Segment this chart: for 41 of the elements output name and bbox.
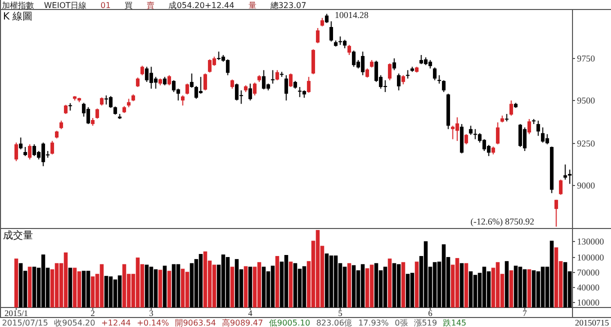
text: 高9089.47 <box>222 318 264 327</box>
x-tick-label: 4 <box>248 308 254 318</box>
y-tick-label: 130000 <box>577 236 604 246</box>
text: 低9005.10 <box>269 318 310 327</box>
text: 0張 <box>394 318 408 327</box>
annotation: 量 <box>248 1 256 10</box>
y-tick-label: 9500 <box>577 96 596 106</box>
x-tick-label: 3 <box>149 308 154 318</box>
y-tick-label: 70000 <box>577 268 600 278</box>
annotation: 加權指數 <box>2 1 34 10</box>
text: 跌145 <box>443 318 466 327</box>
y-tick-label: 10000 <box>577 298 600 308</box>
annotation: (-12.6%) 8750.92 <box>470 216 534 227</box>
x-tick-label: 7 <box>522 308 527 318</box>
y-tick-label: 100000 <box>577 252 604 262</box>
text: 20150715 <box>575 318 609 327</box>
y-tick-label: 40000 <box>577 282 600 292</box>
text: 開9063.54 <box>174 318 216 327</box>
text: 漲519 <box>414 318 438 327</box>
y-tick-label: 9250 <box>577 138 596 148</box>
text: 17.93% <box>358 318 390 327</box>
annotation: 賣 <box>146 1 155 10</box>
y-tick-label: 9000 <box>577 180 596 190</box>
y-tick-label: 9750 <box>577 54 596 64</box>
text: 2015/07/15 <box>2 318 48 327</box>
text: +12.44 <box>101 318 131 327</box>
text: +0.14% <box>136 318 170 327</box>
chart-title: 成交量 <box>3 230 33 242</box>
x-tick-label: 2 <box>90 308 95 318</box>
annotation: 10014.28 <box>334 10 369 20</box>
chart-title: K 線圖 <box>3 12 33 22</box>
annotation: WEIOT日線 <box>44 1 87 10</box>
annotation: 總323.07 <box>269 1 306 10</box>
x-tick-label: 6 <box>428 308 432 318</box>
x-tick-label: 5 <box>338 308 342 318</box>
annotation: 買 <box>124 1 133 10</box>
annotation: 成054.20+12.44 <box>168 1 234 10</box>
x-tick-label: 2015/1 <box>4 308 28 318</box>
text: 823.06億 <box>316 318 352 327</box>
annotation: 01 <box>100 1 111 10</box>
text: 收9054.20 <box>54 318 96 327</box>
